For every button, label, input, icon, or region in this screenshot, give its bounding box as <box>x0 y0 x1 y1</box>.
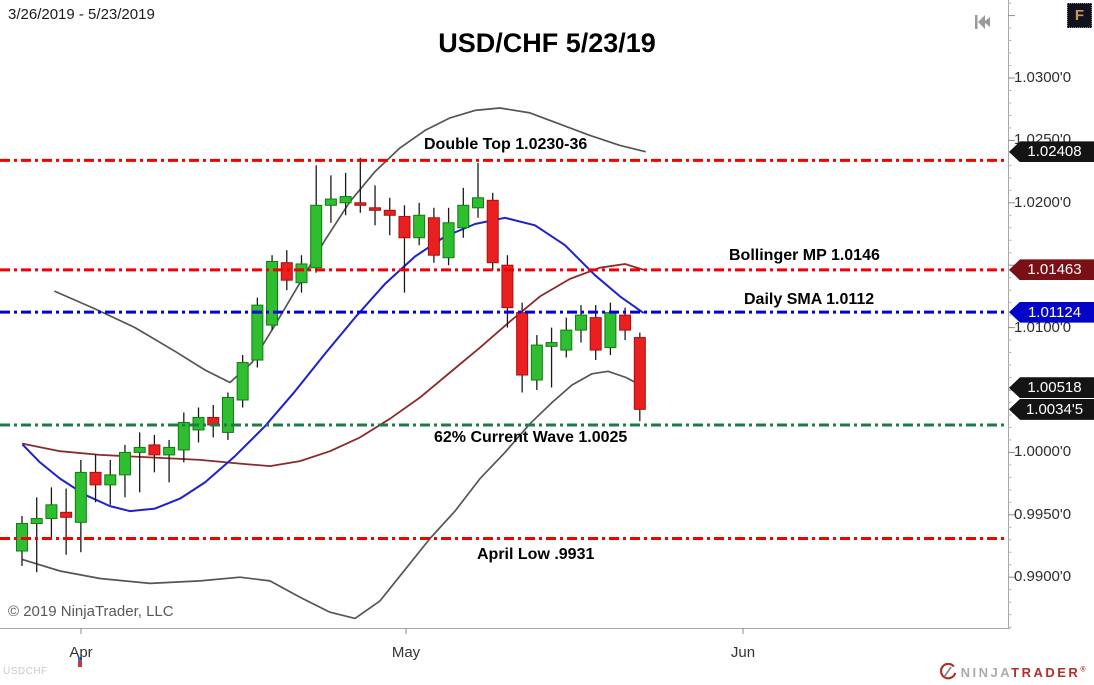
candle-body <box>30 518 43 525</box>
level-label: Double Top 1.0230-36 <box>424 136 588 153</box>
candle-body <box>545 342 558 347</box>
candle-body <box>251 304 264 361</box>
x-axis-label: Apr <box>69 644 93 661</box>
level-label: 62% Current Wave 1.0025 <box>434 429 628 446</box>
session-marker-lower <box>78 662 82 667</box>
candle-body <box>45 504 58 520</box>
candle-body <box>295 263 308 284</box>
candle-body <box>266 260 279 326</box>
level-label: Bollinger MP 1.0146 <box>729 247 880 264</box>
candle-body <box>560 329 573 351</box>
symbol-watermark: USDCHF <box>3 666 48 677</box>
logo-text-trader: TRADER <box>1011 664 1081 680</box>
date-range-label: 3/26/2019 - 5/23/2019 <box>8 6 155 23</box>
candle-body <box>619 314 632 331</box>
candle-body <box>89 471 102 486</box>
price-badge: 1.00518 <box>1009 377 1094 399</box>
candle-body <box>472 197 485 209</box>
y-axis-label: 0.9900'0 <box>1014 568 1072 586</box>
skip-to-start-icon[interactable] <box>973 13 991 31</box>
x-axis-label: May <box>391 644 421 661</box>
candle-body <box>442 222 455 259</box>
candle-body <box>383 209 396 216</box>
candle-body <box>457 204 470 229</box>
y-axis-label: 0.9950'0 <box>1014 505 1072 523</box>
y-axis-label: 1.0000'0 <box>1014 443 1072 461</box>
level-label: April Low .9931 <box>477 546 595 563</box>
candle-body <box>516 312 529 376</box>
candle-body <box>574 314 587 331</box>
y-axis-label: 1.0100'0 <box>1014 318 1072 336</box>
candle-body <box>148 444 161 456</box>
candle-body <box>60 511 73 518</box>
candle-body <box>133 446 146 453</box>
candle-body <box>104 474 117 486</box>
level-label: Daily SMA 1.0112 <box>744 291 875 308</box>
ninjatrader-swirl-icon <box>939 663 956 680</box>
page-title: USD/CHF 5/23/19 <box>438 28 656 58</box>
candle-body <box>530 344 543 381</box>
candle-body <box>310 204 323 269</box>
bollinger-midpoint-curve <box>22 263 646 468</box>
candle-body <box>118 451 131 476</box>
price-badge: 1.01124 <box>1009 301 1094 323</box>
candle-body <box>413 214 426 239</box>
candle-body <box>163 446 176 456</box>
y-axis-label: 1.0300'0 <box>1014 69 1072 86</box>
x-axis-label: Jun <box>730 644 756 661</box>
candle-body <box>280 262 293 281</box>
daily-sma-curve <box>22 216 644 513</box>
logo-text-ninja: NINJA <box>960 664 1012 680</box>
logo-registered-mark: ® <box>1080 666 1088 674</box>
price-badge: 1.01463 <box>1009 259 1094 281</box>
candle-body <box>177 421 190 451</box>
candle-body <box>369 207 382 211</box>
candle-body <box>339 196 352 204</box>
candle-body <box>221 396 234 433</box>
candle-body <box>501 264 514 309</box>
price-badge: 1.02408 <box>1009 141 1094 163</box>
candle-body <box>74 471 87 523</box>
candle-body <box>486 199 499 264</box>
candle-body <box>589 317 602 351</box>
session-marker-upper <box>78 657 82 662</box>
candle-body <box>427 217 440 256</box>
candle-body <box>604 312 617 349</box>
candle-body <box>236 362 249 401</box>
candle-body <box>354 202 367 206</box>
candle-body <box>324 198 337 206</box>
bollinger-upper-band-curve <box>54 107 646 384</box>
f-badge[interactable]: F <box>1067 3 1092 28</box>
candle-body <box>633 337 646 410</box>
candle-body <box>398 216 411 239</box>
bollinger-lower-band-curve <box>22 370 646 620</box>
ninjatrader-logo: NINJATRADER® <box>939 663 1088 681</box>
copyright-label: © 2019 NinjaTrader, LLC <box>8 603 174 620</box>
price-badge: 1.0034'5 <box>1009 398 1094 420</box>
y-axis-label: 1.0200'0 <box>1014 193 1072 211</box>
